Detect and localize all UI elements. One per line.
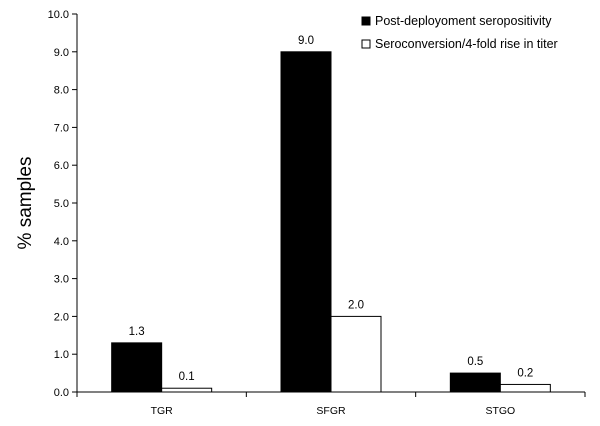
legend-label-post-deployment: Post-deployoment seropositivity xyxy=(375,14,552,28)
y-tick-label: 0.0 xyxy=(54,387,69,399)
y-tick-label: 1.0 xyxy=(54,349,69,361)
y-tick-label: 5.0 xyxy=(54,198,69,210)
bar xyxy=(499,383,551,393)
y-tick-label: 10.0 xyxy=(48,9,69,21)
x-tick-label: STGO xyxy=(485,405,515,417)
y-tick-label: 7.0 xyxy=(54,122,69,134)
x-tick-label: TGR xyxy=(151,405,174,417)
data-label: 0.2 xyxy=(517,367,533,379)
legend-swatch-post-deployment xyxy=(361,16,371,26)
y-tick-label: 3.0 xyxy=(54,274,69,286)
legend-label-seroconversion: Seroconversion/4-fold rise in titer xyxy=(375,37,558,51)
y-axis-label: % samples xyxy=(15,157,36,250)
y-tick-label: 2.0 xyxy=(54,311,69,323)
data-label: 0.5 xyxy=(467,356,483,368)
y-tick-label: 4.0 xyxy=(54,236,69,248)
y-tick-label: 6.0 xyxy=(54,160,69,172)
data-label: 2.0 xyxy=(348,299,364,311)
bar xyxy=(280,51,332,393)
bar xyxy=(111,342,163,393)
bar xyxy=(449,372,501,393)
legend-swatch-seroconversion xyxy=(361,39,371,49)
data-label: 1.3 xyxy=(129,326,145,338)
legend: Post-deployoment seropositivity Seroconv… xyxy=(361,14,558,51)
data-label: 0.1 xyxy=(179,371,195,383)
x-tick-label: SFGR xyxy=(316,405,346,417)
y-tick-label: 8.0 xyxy=(54,85,69,97)
data-label: 9.0 xyxy=(298,35,314,47)
y-tick-label: 9.0 xyxy=(54,47,69,59)
bar xyxy=(330,315,382,393)
bar xyxy=(161,387,213,393)
